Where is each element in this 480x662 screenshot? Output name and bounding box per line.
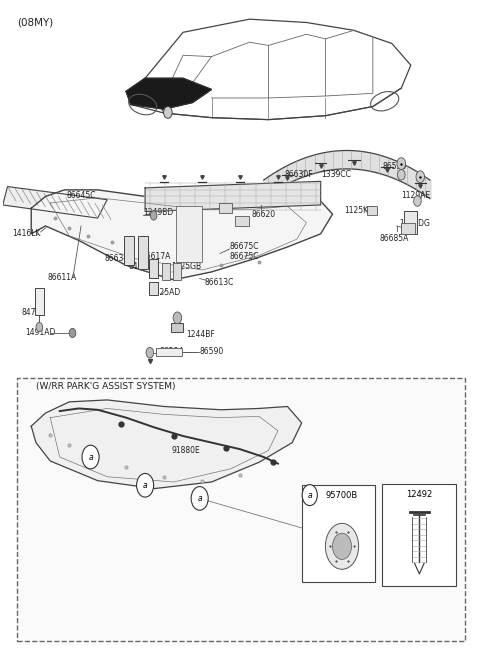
Text: 95700B: 95700B (326, 491, 358, 500)
Bar (149, 282, 158, 295)
Text: (W/RR PARK'G ASSIST SYSTEM): (W/RR PARK'G ASSIST SYSTEM) (36, 381, 176, 391)
Bar (367, 207, 377, 215)
Bar (138, 236, 148, 269)
Text: 86617A: 86617A (141, 252, 171, 261)
Circle shape (82, 446, 99, 469)
Text: a: a (88, 453, 93, 461)
Circle shape (146, 348, 154, 358)
Bar (173, 263, 181, 280)
Text: a: a (143, 481, 147, 490)
Circle shape (325, 524, 359, 569)
Polygon shape (3, 187, 107, 218)
Bar (401, 223, 415, 234)
Circle shape (302, 485, 317, 506)
Text: 1125DG: 1125DG (399, 220, 430, 228)
Text: 86675C: 86675C (229, 242, 259, 252)
Text: 86675C: 86675C (229, 252, 259, 261)
Text: 1125GB: 1125GB (171, 262, 201, 271)
Text: 84702: 84702 (129, 262, 153, 271)
Text: 1491AD: 1491AD (25, 328, 56, 337)
Text: 86590: 86590 (200, 347, 224, 356)
Text: 1339CC: 1339CC (322, 170, 351, 179)
Text: 1125AD: 1125AD (150, 289, 180, 297)
Text: 1125KQ: 1125KQ (344, 207, 374, 215)
Polygon shape (145, 181, 321, 212)
Text: 86620: 86620 (252, 211, 276, 219)
Text: 86611A: 86611A (48, 273, 77, 281)
Bar (235, 216, 249, 226)
Text: 1129AE: 1129AE (401, 191, 431, 201)
Bar (383, 484, 456, 586)
Circle shape (150, 211, 157, 220)
Text: 1416LK: 1416LK (12, 229, 41, 238)
Text: 86685A: 86685A (380, 234, 409, 243)
Text: 86590: 86590 (383, 162, 407, 171)
Circle shape (397, 169, 405, 180)
Text: 86613C: 86613C (204, 278, 234, 287)
Bar (171, 323, 183, 332)
Bar (124, 236, 134, 265)
Text: 86635X: 86635X (105, 254, 134, 263)
Text: 12492: 12492 (406, 490, 432, 499)
Text: 86630F: 86630F (285, 170, 313, 179)
Circle shape (173, 312, 181, 324)
Text: 1244BF: 1244BF (186, 330, 215, 340)
Bar (162, 263, 170, 280)
Text: 86645C: 86645C (67, 191, 96, 201)
Circle shape (414, 196, 421, 207)
Circle shape (397, 158, 406, 169)
Circle shape (416, 171, 424, 183)
Circle shape (333, 533, 351, 559)
Text: a: a (307, 491, 312, 500)
Circle shape (36, 322, 43, 332)
Text: 91880E: 91880E (171, 446, 200, 455)
Polygon shape (31, 190, 333, 280)
Bar (301, 485, 375, 582)
Circle shape (191, 487, 208, 510)
Text: 84702: 84702 (22, 308, 46, 317)
Circle shape (137, 473, 154, 497)
Text: a: a (197, 494, 202, 503)
Bar (149, 259, 158, 279)
Text: 86594: 86594 (159, 347, 183, 356)
Text: 86379: 86379 (129, 98, 153, 107)
Bar (404, 211, 417, 234)
Polygon shape (31, 400, 301, 489)
Text: (08MY): (08MY) (17, 17, 53, 27)
Circle shape (164, 107, 172, 118)
Bar (156, 348, 182, 356)
FancyBboxPatch shape (17, 378, 466, 641)
Bar (176, 207, 202, 262)
Bar (35, 289, 44, 314)
Bar (219, 203, 232, 213)
Polygon shape (126, 78, 212, 109)
Text: 1249BD: 1249BD (143, 209, 173, 217)
Circle shape (69, 328, 76, 338)
